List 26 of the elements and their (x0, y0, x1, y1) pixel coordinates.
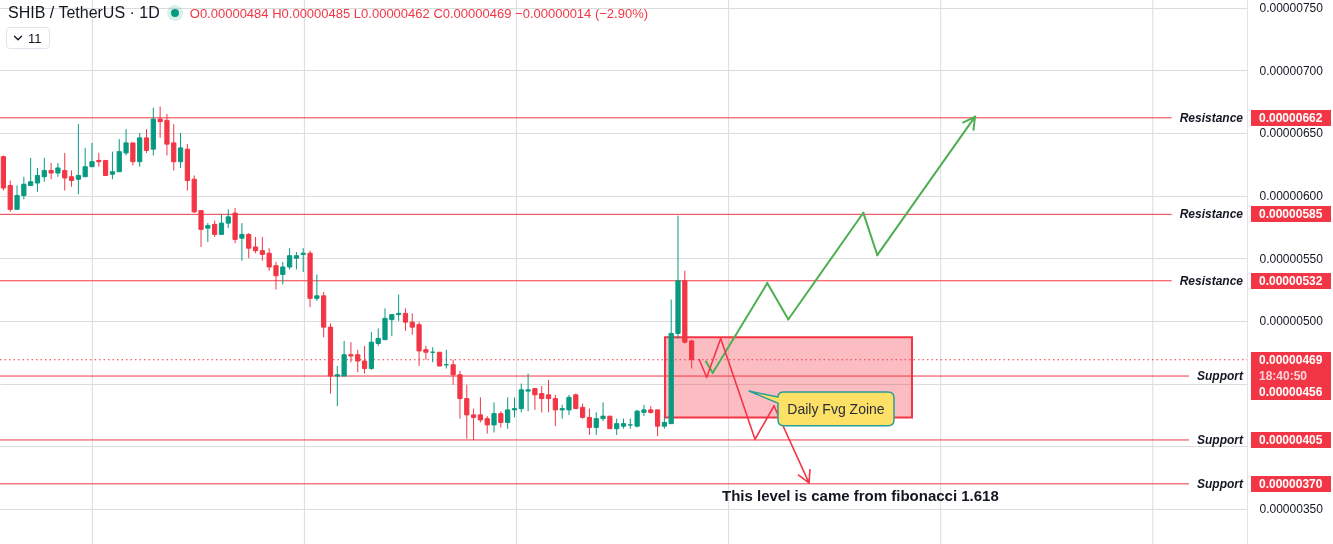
y-tick-label: 0.00000700 (1259, 63, 1324, 78)
y-tick-label: 0.00000350 (1259, 502, 1324, 517)
band-label: Daily Fvg Zoine (787, 400, 885, 417)
annotation: This level is came from fibonacci 1.618 (722, 487, 999, 506)
y-tick-label: 0.00000750 (1259, 1, 1324, 16)
annotation: O0.00000484 H0.00000485 L0.00000462 C0.00000469 −0.00000014 (−2.90%) (189, 5, 649, 21)
ref-line-label: Resistance (1179, 273, 1243, 288)
text: 0.00000405 (1251, 431, 1331, 448)
text: 0.00000662 (1251, 109, 1331, 126)
ref-line-label: Support (1197, 432, 1243, 447)
y-tick-label: 0.00000550 (1259, 251, 1324, 266)
ref-line-label: Support (1197, 369, 1243, 384)
ref-line-label: Support (1197, 476, 1243, 491)
y-tick-label: 0.00000650 (1259, 126, 1324, 141)
y-tick-label: 0.00000500 (1259, 314, 1324, 329)
text: 0.00000469 (1251, 351, 1331, 368)
ref-line-label: Resistance (1179, 207, 1243, 222)
text: 0.00000456 (1251, 383, 1331, 400)
ref-line-label: Resistance (1179, 110, 1243, 125)
text: 0.00000585 (1251, 206, 1331, 223)
text: 0.00000370 (1251, 475, 1331, 492)
annotation: 11 (28, 30, 42, 46)
text: 18:40:50 (1251, 367, 1331, 384)
text: 0.00000532 (1251, 272, 1331, 289)
chart-title: SHIB / TetherUS · 1D (8, 4, 160, 22)
y-tick-label: 0.00000600 (1259, 189, 1324, 204)
